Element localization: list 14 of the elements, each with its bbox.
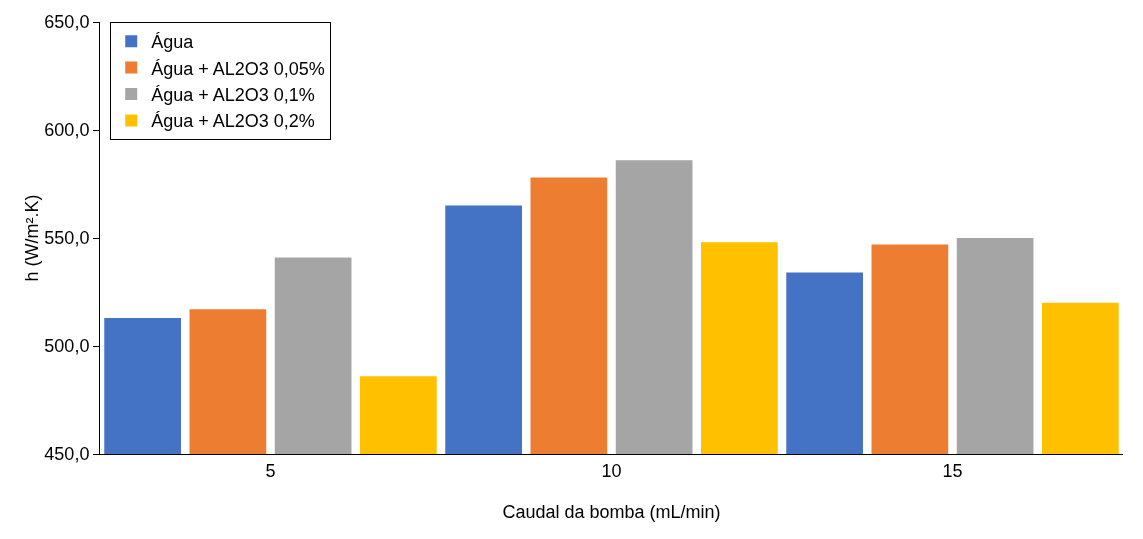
y-tick-label: 600,0 (44, 120, 90, 141)
legend-label: Água + AL2O3 0,05% (151, 58, 325, 79)
y-tick-label: 450,0 (44, 444, 90, 465)
x-axis-title: Caudal da bomba (mL/min) (502, 502, 721, 522)
x-tick-label: 5 (265, 460, 276, 481)
x-tick-label: 15 (942, 460, 963, 481)
y-axis-title: h (W/m².K) (22, 194, 43, 282)
y-tick-label: 650,0 (44, 12, 90, 33)
legend-label: Água (151, 32, 195, 53)
legend-label: Água + AL2O3 0,1% (151, 85, 315, 106)
y-tick-label: 500,0 (44, 336, 90, 357)
y-tick-label: 550,0 (44, 228, 90, 249)
x-tick-label: 10 (601, 460, 622, 481)
legend-label: Água + AL2O3 0,2% (151, 111, 315, 132)
